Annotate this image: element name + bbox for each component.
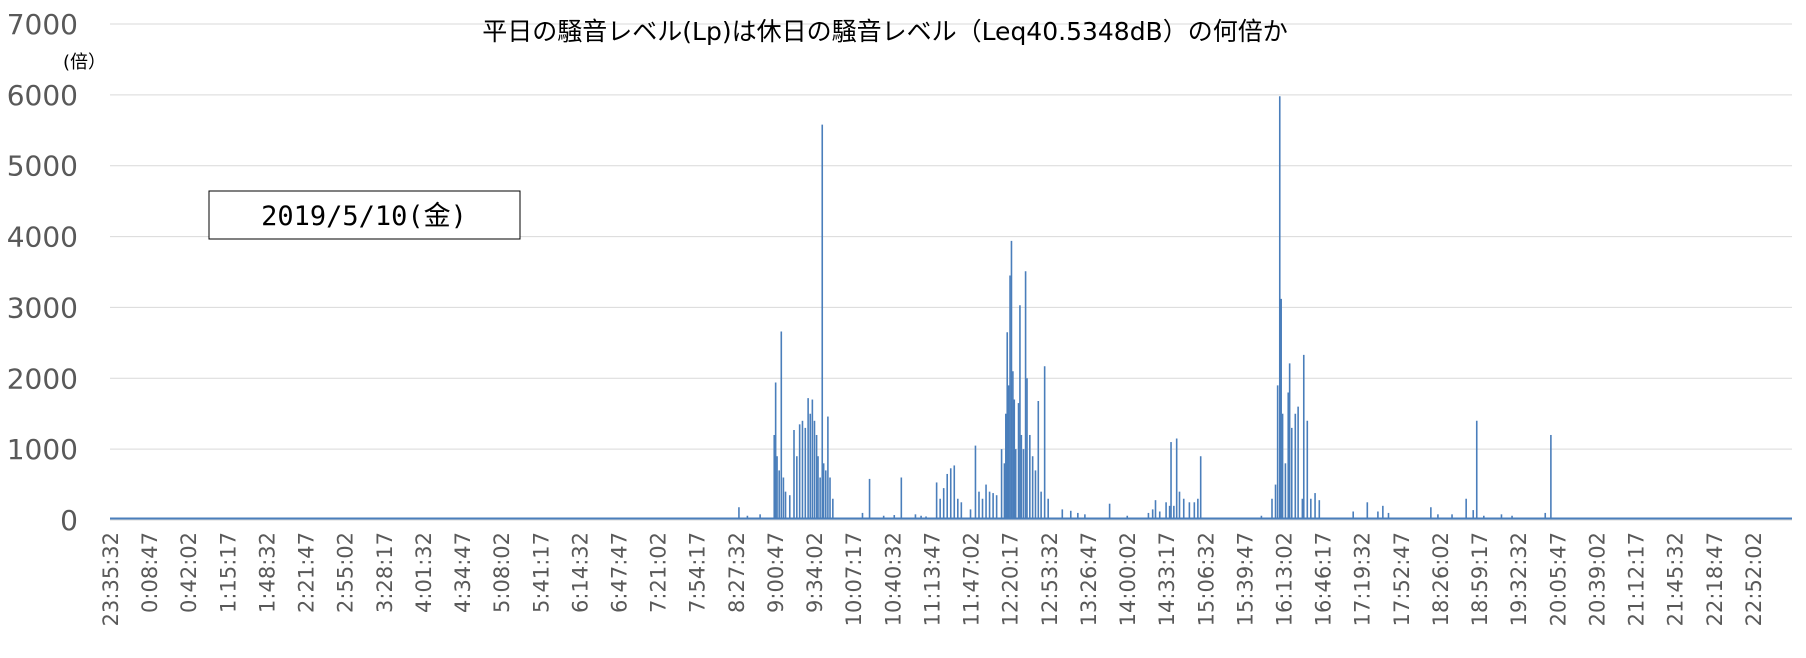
x-tick-label: 0:08:47 [138, 532, 162, 613]
x-tick-label: 2:21:47 [295, 532, 319, 613]
x-tick-label: 22:52:02 [1742, 532, 1766, 626]
x-tick-label: 9:34:02 [803, 532, 827, 613]
x-tick-label: 5:08:02 [490, 532, 514, 613]
x-axis-ticks: 23:35:32 0:08:47 0:42:02 1:15:17 1:48:32 2:21… [99, 532, 1766, 626]
y-tick-label: 5000 [7, 150, 78, 183]
x-tick-label: 17:52:47 [1390, 532, 1414, 626]
x-tick-label: 18:26:02 [1429, 532, 1453, 626]
x-tick-label: 16:46:17 [1312, 532, 1336, 626]
y-axis-unit-label: (倍） [63, 52, 106, 73]
chart-title: 平日の騒音レベル(Lp)は休日の騒音レベル（Leq40.5348dB）の何倍か [482, 17, 1287, 46]
y-tick-label: 3000 [7, 291, 78, 324]
x-tick-label: 14:33:17 [1155, 532, 1179, 626]
x-tick-label: 2:55:02 [334, 532, 358, 613]
x-tick-label: 8:27:32 [725, 532, 749, 613]
x-tick-label: 22:18:47 [1703, 532, 1727, 626]
y-tick-label: 7000 [7, 8, 78, 41]
x-tick-label: 18:59:17 [1468, 532, 1492, 626]
x-tick-label: 12:20:17 [999, 532, 1023, 626]
x-tick-label: 20:05:47 [1546, 532, 1570, 626]
date-annotation-label: 2019/5/10(金) [261, 201, 467, 232]
y-tick-label: 0 [60, 504, 78, 537]
x-tick-label: 4:01:32 [412, 532, 436, 613]
x-tick-label: 11:13:47 [920, 532, 944, 626]
y-tick-label: 1000 [7, 433, 78, 466]
x-tick-label: 7:21:02 [647, 532, 671, 613]
y-tick-label: 6000 [7, 79, 78, 112]
y-tick-label: 2000 [7, 362, 78, 395]
x-tick-label: 21:12:17 [1625, 532, 1649, 626]
x-tick-label: 15:39:47 [1233, 532, 1257, 626]
x-tick-label: 1:48:32 [255, 532, 279, 613]
x-tick-label: 4:34:47 [451, 532, 475, 613]
x-tick-label: 12:53:32 [1038, 532, 1062, 626]
x-tick-label: 6:47:47 [608, 532, 632, 613]
x-tick-label: 11:47:02 [960, 532, 984, 626]
plot-area [110, 96, 1792, 520]
x-tick-label: 6:14:32 [568, 532, 592, 613]
x-tick-label: 10:40:32 [881, 532, 905, 626]
x-tick-label: 9:00:47 [764, 532, 788, 613]
x-tick-label: 20:39:02 [1585, 532, 1609, 626]
y-tick-label: 4000 [7, 221, 78, 254]
x-tick-label: 17:19:32 [1351, 532, 1375, 626]
x-tick-label: 15:06:32 [1194, 532, 1218, 626]
y-axis-ticks: 0 1000 2000 3000 4000 5000 6000 7000 [7, 8, 78, 537]
x-tick-label: 19:32:32 [1507, 532, 1531, 626]
x-tick-label: 3:28:17 [373, 532, 397, 613]
date-annotation-box [208, 190, 521, 240]
x-tick-label: 0:42:02 [177, 532, 201, 613]
x-tick-label: 21:45:32 [1664, 532, 1688, 626]
x-tick-label: 5:41:17 [529, 532, 553, 613]
x-tick-label: 14:00:02 [1116, 532, 1140, 626]
x-tick-label: 16:13:02 [1272, 532, 1296, 626]
x-tick-label: 23:35:32 [99, 532, 123, 626]
x-tick-label: 13:26:47 [1077, 532, 1101, 626]
x-tick-label: 7:54:17 [686, 532, 710, 613]
x-tick-label: 1:15:17 [216, 532, 240, 613]
x-tick-label: 10:07:17 [842, 532, 866, 626]
